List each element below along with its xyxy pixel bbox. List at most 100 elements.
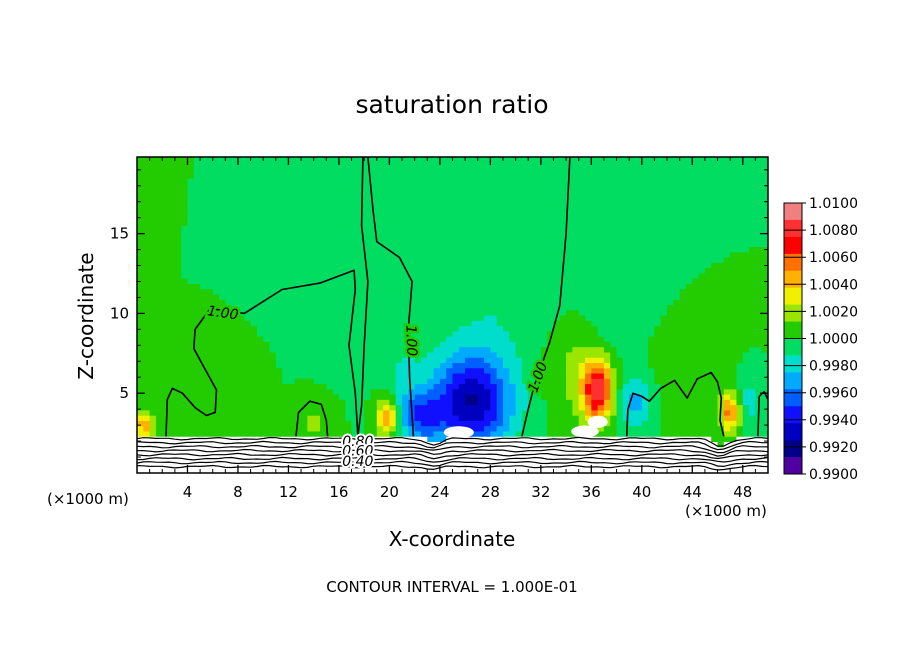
heatmap-cell — [275, 399, 283, 406]
heatmap-cell — [553, 457, 561, 464]
heatmap-cell — [168, 404, 176, 411]
heatmap-cell — [414, 436, 422, 442]
heatmap-cell — [319, 225, 327, 232]
heatmap-cell — [496, 336, 504, 342]
heatmap-cell — [389, 315, 397, 321]
heatmap-cell — [143, 341, 151, 348]
heatmap-cell — [231, 172, 239, 179]
heatmap-cell — [244, 372, 252, 379]
heatmap-cell — [269, 441, 277, 448]
heatmap-cell — [534, 325, 542, 332]
heatmap-cell — [622, 330, 630, 337]
heatmap-cell — [351, 267, 359, 274]
heatmap-cell — [452, 351, 460, 358]
heatmap-cell — [364, 304, 372, 311]
heatmap-cell — [427, 193, 435, 200]
heatmap-cell — [515, 304, 523, 311]
heatmap-cell — [439, 425, 447, 432]
heatmap-cell — [654, 330, 662, 337]
heatmap-cell — [200, 394, 208, 400]
heatmap-cell — [155, 246, 163, 253]
heatmap-cell — [572, 188, 580, 195]
heatmap-cell — [484, 336, 491, 342]
heatmap-cell — [465, 330, 473, 337]
heatmap-cell — [187, 346, 195, 353]
heatmap-cell — [200, 225, 208, 232]
heatmap-cell — [585, 372, 592, 379]
heatmap-cell — [231, 251, 239, 258]
heatmap-cell — [395, 462, 403, 469]
heatmap-cell — [414, 162, 422, 169]
heatmap-cell — [256, 415, 264, 421]
heatmap-cell — [540, 278, 548, 284]
heatmap-cell — [427, 404, 435, 411]
heatmap-cell — [446, 167, 454, 174]
heatmap-cell — [193, 394, 201, 400]
heatmap-cell — [244, 457, 252, 464]
heatmap-cell — [288, 162, 296, 169]
heatmap-cell — [572, 404, 580, 411]
heatmap-cell — [490, 309, 498, 316]
heatmap-cell — [420, 404, 428, 411]
heatmap-cell — [610, 341, 618, 348]
heatmap-cell — [465, 399, 473, 406]
heatmap-cell — [553, 288, 561, 295]
heatmap-cell — [654, 309, 662, 316]
heatmap-cell — [187, 404, 195, 411]
heatmap-cell — [256, 457, 264, 464]
heatmap-cell — [439, 172, 447, 179]
heatmap-cell — [641, 409, 649, 416]
heatmap-cell — [540, 446, 548, 453]
heatmap-cell — [389, 383, 397, 390]
heatmap-cell — [427, 293, 435, 300]
heatmap-cell — [294, 214, 302, 221]
heatmap-cell — [603, 230, 611, 237]
heatmap-cell — [206, 193, 214, 200]
heatmap-cell — [414, 409, 422, 416]
heatmap-cell — [143, 299, 151, 306]
heatmap-cell — [528, 214, 536, 221]
heatmap-cell — [395, 246, 403, 253]
heatmap-cell — [585, 188, 592, 195]
heatmap-cell — [143, 330, 151, 337]
heatmap-cell — [137, 162, 144, 169]
heatmap-cell — [540, 304, 548, 311]
heatmap-cell — [433, 220, 441, 227]
heatmap-cell — [446, 220, 454, 227]
heatmap-cell — [547, 278, 555, 284]
heatmap-cell — [137, 388, 144, 395]
heatmap-cell — [294, 220, 302, 227]
heatmap-cell — [572, 299, 580, 306]
heatmap-cell — [648, 257, 656, 263]
heatmap-cell — [301, 162, 308, 169]
heatmap-cell — [641, 367, 649, 374]
heatmap-cell — [414, 283, 422, 290]
heatmap-cell — [641, 315, 649, 321]
heatmap-cell — [465, 167, 473, 174]
heatmap-cell — [591, 204, 599, 211]
heatmap-cell — [263, 209, 271, 216]
heatmap-cell — [250, 214, 258, 221]
heatmap-cell — [446, 415, 454, 421]
heatmap-cell — [515, 320, 523, 327]
heatmap-cell — [219, 457, 226, 464]
heatmap-cell — [275, 325, 283, 332]
heatmap-cell — [187, 230, 195, 237]
heatmap-cell — [553, 420, 561, 427]
heatmap-cell — [376, 178, 384, 184]
heatmap-cell — [439, 378, 447, 385]
heatmap-cell — [648, 383, 656, 390]
heatmap-cell — [471, 251, 479, 258]
heatmap-cell — [294, 257, 302, 263]
heatmap-cell — [471, 404, 479, 411]
heatmap-cell — [622, 383, 630, 390]
heatmap-cell — [288, 430, 296, 437]
heatmap-cell — [319, 267, 327, 274]
heatmap-cell — [332, 251, 340, 258]
heatmap-cell — [528, 436, 536, 442]
heatmap-cell — [206, 399, 214, 406]
heatmap-cell — [149, 420, 157, 427]
heatmap-cell — [282, 283, 290, 290]
heatmap-cell — [597, 193, 605, 200]
heatmap-cell — [244, 378, 252, 385]
